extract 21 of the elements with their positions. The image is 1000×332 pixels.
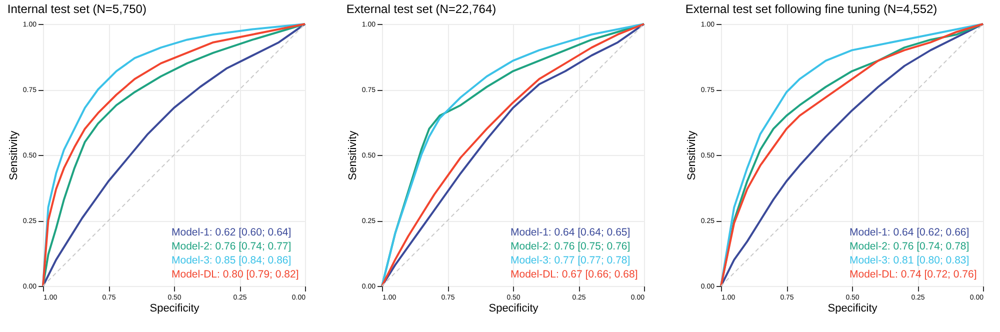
x-axis-title: Specificity	[488, 302, 539, 314]
text: Model-DL: 0.67 [0.66; 0.68]	[510, 268, 638, 280]
text: Model-3: 0.77 [0.77; 0.78]	[510, 254, 630, 266]
text: Model-1: 0.64 [0.62; 0.66]	[850, 226, 970, 238]
text: Model-1: 0.62 [0.60; 0.64]	[172, 226, 292, 238]
text: Model-2: 0.76 [0.75; 0.76]	[510, 240, 630, 252]
x-axis-title: Specificity	[828, 302, 878, 314]
text: Model-1: 0.64 [0.64; 0.65]	[510, 226, 630, 238]
text: Model-3: 0.85 [0.84; 0.86]	[172, 254, 292, 266]
text: Model-2: 0.76 [0.74; 0.78]	[850, 240, 970, 252]
text: Model-DL: 0.80 [0.79; 0.82]	[172, 268, 299, 280]
chart-title: External test set (N=22,764)	[346, 2, 496, 16]
chart-title: Internal test set (N=5,750)	[7, 2, 146, 16]
chart-title: External test set following fine tuning (N=4,552)	[685, 2, 938, 16]
x-axis-title: Specificity	[150, 302, 200, 314]
y-axis-title: Sensitivity	[686, 130, 698, 180]
y-axis-title: Sensitivity	[346, 130, 359, 180]
text: Model-2: 0.76 [0.74; 0.77]	[172, 240, 292, 252]
text: Model-3: 0.81 [0.80; 0.83]	[850, 254, 970, 266]
text: Model-DL: 0.74 [0.72; 0.76]	[850, 268, 977, 280]
y-axis-title: Sensitivity	[8, 130, 20, 180]
